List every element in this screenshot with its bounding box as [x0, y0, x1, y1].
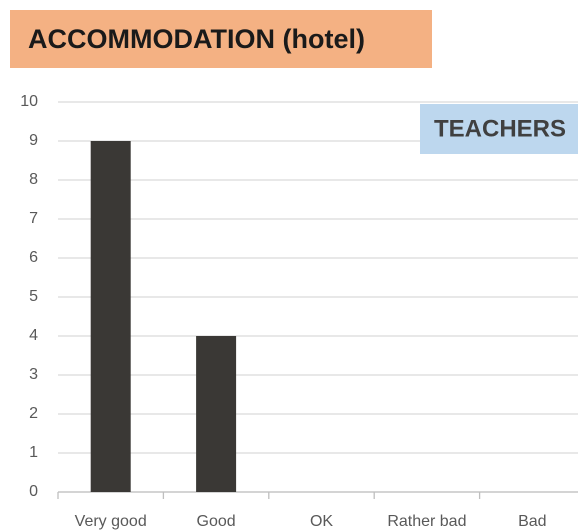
y-tick-label: 6	[29, 249, 38, 266]
annotation: TEACHERS	[434, 115, 566, 142]
bar	[196, 336, 237, 492]
x-tick-label: Bad	[518, 513, 546, 530]
plot-area: 0 1 2 3 4 5 6 7 8 9 10 Very good Good OK Rather bad Bad	[20, 93, 578, 530]
y-tick-label: 5	[29, 288, 38, 305]
y-tick-label: 3	[29, 366, 38, 383]
x-tick-label: Good	[197, 513, 236, 530]
y-tick-label: 10	[20, 93, 38, 110]
y-tick-label: 7	[29, 210, 38, 227]
chart-title: ACCOMMODATION (hotel)	[28, 24, 365, 54]
y-tick-label: 0	[29, 483, 38, 500]
title-box	[10, 10, 432, 68]
y-tick-label: 2	[29, 405, 38, 422]
bar	[90, 141, 131, 492]
x-tick-label: OK	[310, 513, 333, 530]
y-tick-label: 1	[29, 444, 38, 461]
x-tick-label: Rather bad	[387, 513, 466, 530]
annotation-box	[420, 104, 578, 154]
y-tick-label: 4	[29, 327, 38, 344]
x-tick-label: Very good	[75, 513, 147, 530]
y-tick-label: 8	[29, 171, 38, 188]
y-tick-label: 9	[29, 132, 38, 149]
